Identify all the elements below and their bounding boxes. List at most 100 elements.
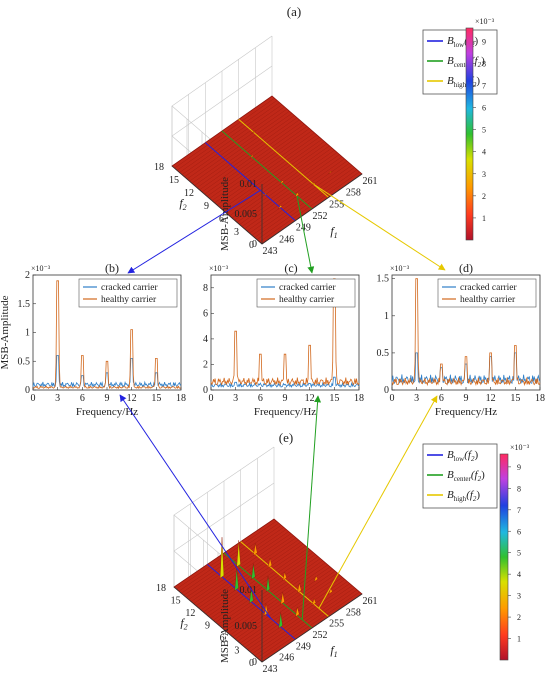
f1-tick-label: 255 [329, 199, 344, 210]
x-tick-label: 6 [80, 393, 85, 404]
x-tick-label: 9 [464, 393, 469, 404]
y-tick-label: 4 [203, 334, 208, 345]
colorbar-exponent: ×10⁻³ [475, 17, 495, 26]
z-axis-label: MSB-Amplitude [219, 177, 231, 251]
legend-arg-sub: 2 [478, 61, 482, 69]
arrow-high-from-e [318, 395, 438, 609]
ridge-peak [328, 171, 334, 175]
x-tick-label: 3 [414, 393, 419, 404]
legend-box [437, 278, 537, 308]
x-tick-label: 0 [31, 393, 36, 404]
f1-tick-label: 249 [296, 641, 311, 652]
ridge-peak [236, 540, 241, 568]
ridge-peak [311, 182, 317, 186]
ridge-peak [265, 576, 271, 593]
legend-entry: Blow(f2) [447, 449, 478, 463]
legend-main: B [447, 449, 454, 461]
f1-tick-label: 243 [263, 664, 278, 675]
arrow-low-to-b [127, 189, 261, 274]
colorbar-tick-label: 8 [517, 484, 521, 493]
f1-axis-label: f1 [330, 224, 337, 240]
legend-arg: (f [471, 55, 480, 67]
z-tick-label: 0 [252, 657, 257, 668]
x-tick-label: 15 [329, 393, 339, 404]
ridge-peak [251, 563, 256, 580]
legend-sub: center [454, 61, 472, 69]
f2-tick-label: 0 [249, 240, 254, 251]
ridge-peak [311, 597, 317, 606]
f2-axis-label: f2 [179, 196, 186, 212]
colorbar-tick-label: 2 [482, 192, 486, 201]
x-tick-label: 18 [535, 393, 545, 404]
panel-e-label: (e) [279, 430, 293, 445]
colorbar-tick-label: 4 [482, 148, 486, 157]
ridge-peak [279, 180, 285, 185]
f2-tick-label: 3 [234, 227, 239, 238]
colorbar-tick-label: 3 [517, 592, 521, 601]
series-line [32, 355, 182, 388]
colorbar [465, 27, 474, 241]
colorbar-tick-label: 6 [482, 104, 486, 113]
ridge-peak [313, 575, 319, 583]
ridge-peak [234, 567, 239, 592]
callout-arrows [119, 183, 446, 620]
f1-tick-label: 246 [279, 234, 294, 245]
colorbar-tick-label: 5 [482, 126, 486, 135]
f2-tick-label: 9 [205, 621, 210, 632]
y-tick-label: 8 [203, 283, 208, 294]
colorbar-tick-label: 9 [517, 463, 521, 472]
x-tick-label: 9 [105, 393, 110, 404]
ridge-peak [295, 606, 300, 618]
f1-tick-label: 258 [346, 188, 361, 199]
y-tick-label: 0.5 [377, 348, 390, 359]
ridge-peak [267, 557, 273, 569]
panel-a-label: (a) [287, 4, 301, 19]
arrow-high-to-d [313, 183, 446, 271]
line-chart-d: 0 3 6 9 12 15 18 0 0.5 1 1.5×10⁻³ Frequency/Hz crack… [377, 264, 546, 418]
x-tick-label: 3 [233, 393, 238, 404]
colorbar-tick-label: 6 [517, 527, 521, 536]
colorbar-tick-label: 8 [482, 59, 486, 68]
series-line [391, 278, 541, 387]
x-tick-label: 15 [510, 393, 520, 404]
z-tick-label: 0.01 [240, 179, 258, 190]
arrow-center-to-c [296, 195, 315, 274]
legend-arg-sub: 2 [471, 455, 475, 463]
ridge-peak [251, 130, 257, 134]
arrow-center-from-e [301, 395, 322, 620]
colorbar [499, 453, 509, 661]
ridge-peak [280, 592, 285, 605]
legend-arg-sub: 2 [473, 81, 477, 89]
legend-close: ) [476, 75, 480, 87]
ridge-peak [278, 612, 283, 629]
colorbar-tick-label: 2 [517, 613, 521, 622]
f1-subscript: 1 [334, 231, 338, 240]
f1-tick-label: 246 [279, 653, 294, 664]
ridge-peak [297, 582, 302, 594]
legend-box [256, 278, 356, 308]
f2-tick-label: 0 [249, 658, 254, 669]
f2-tick-label: 3 [234, 646, 239, 657]
legend-main: B [447, 489, 454, 501]
legend-arg-sub: 2 [478, 475, 482, 483]
arrow-low-from-e [119, 394, 272, 619]
panel-d-label: (d) [459, 261, 473, 275]
colorbar-exponent: ×10⁻³ [510, 443, 530, 452]
legend-entry: healthy carrier [460, 295, 516, 305]
legend-arg-sub: 2 [473, 495, 477, 503]
ridge-peak [249, 154, 255, 159]
y-tick-label: 1 [25, 328, 30, 339]
x-tick-label: 18 [354, 393, 364, 404]
f1-tick-label: 243 [263, 246, 278, 257]
series-line [391, 352, 541, 385]
legend-main: B [447, 35, 454, 47]
y-tick-label: 1 [384, 311, 389, 322]
colorbar-tick-label: 3 [482, 170, 486, 179]
surface-mesh [174, 98, 360, 242]
x-tick-label: 15 [151, 393, 161, 404]
x-tick-label: 6 [258, 393, 263, 404]
legend-main: B [447, 469, 454, 481]
legend-close: ) [481, 55, 485, 67]
legend-entry: Bcenter(f2) [447, 55, 485, 69]
colorbar-tick-label: 4 [517, 570, 521, 579]
